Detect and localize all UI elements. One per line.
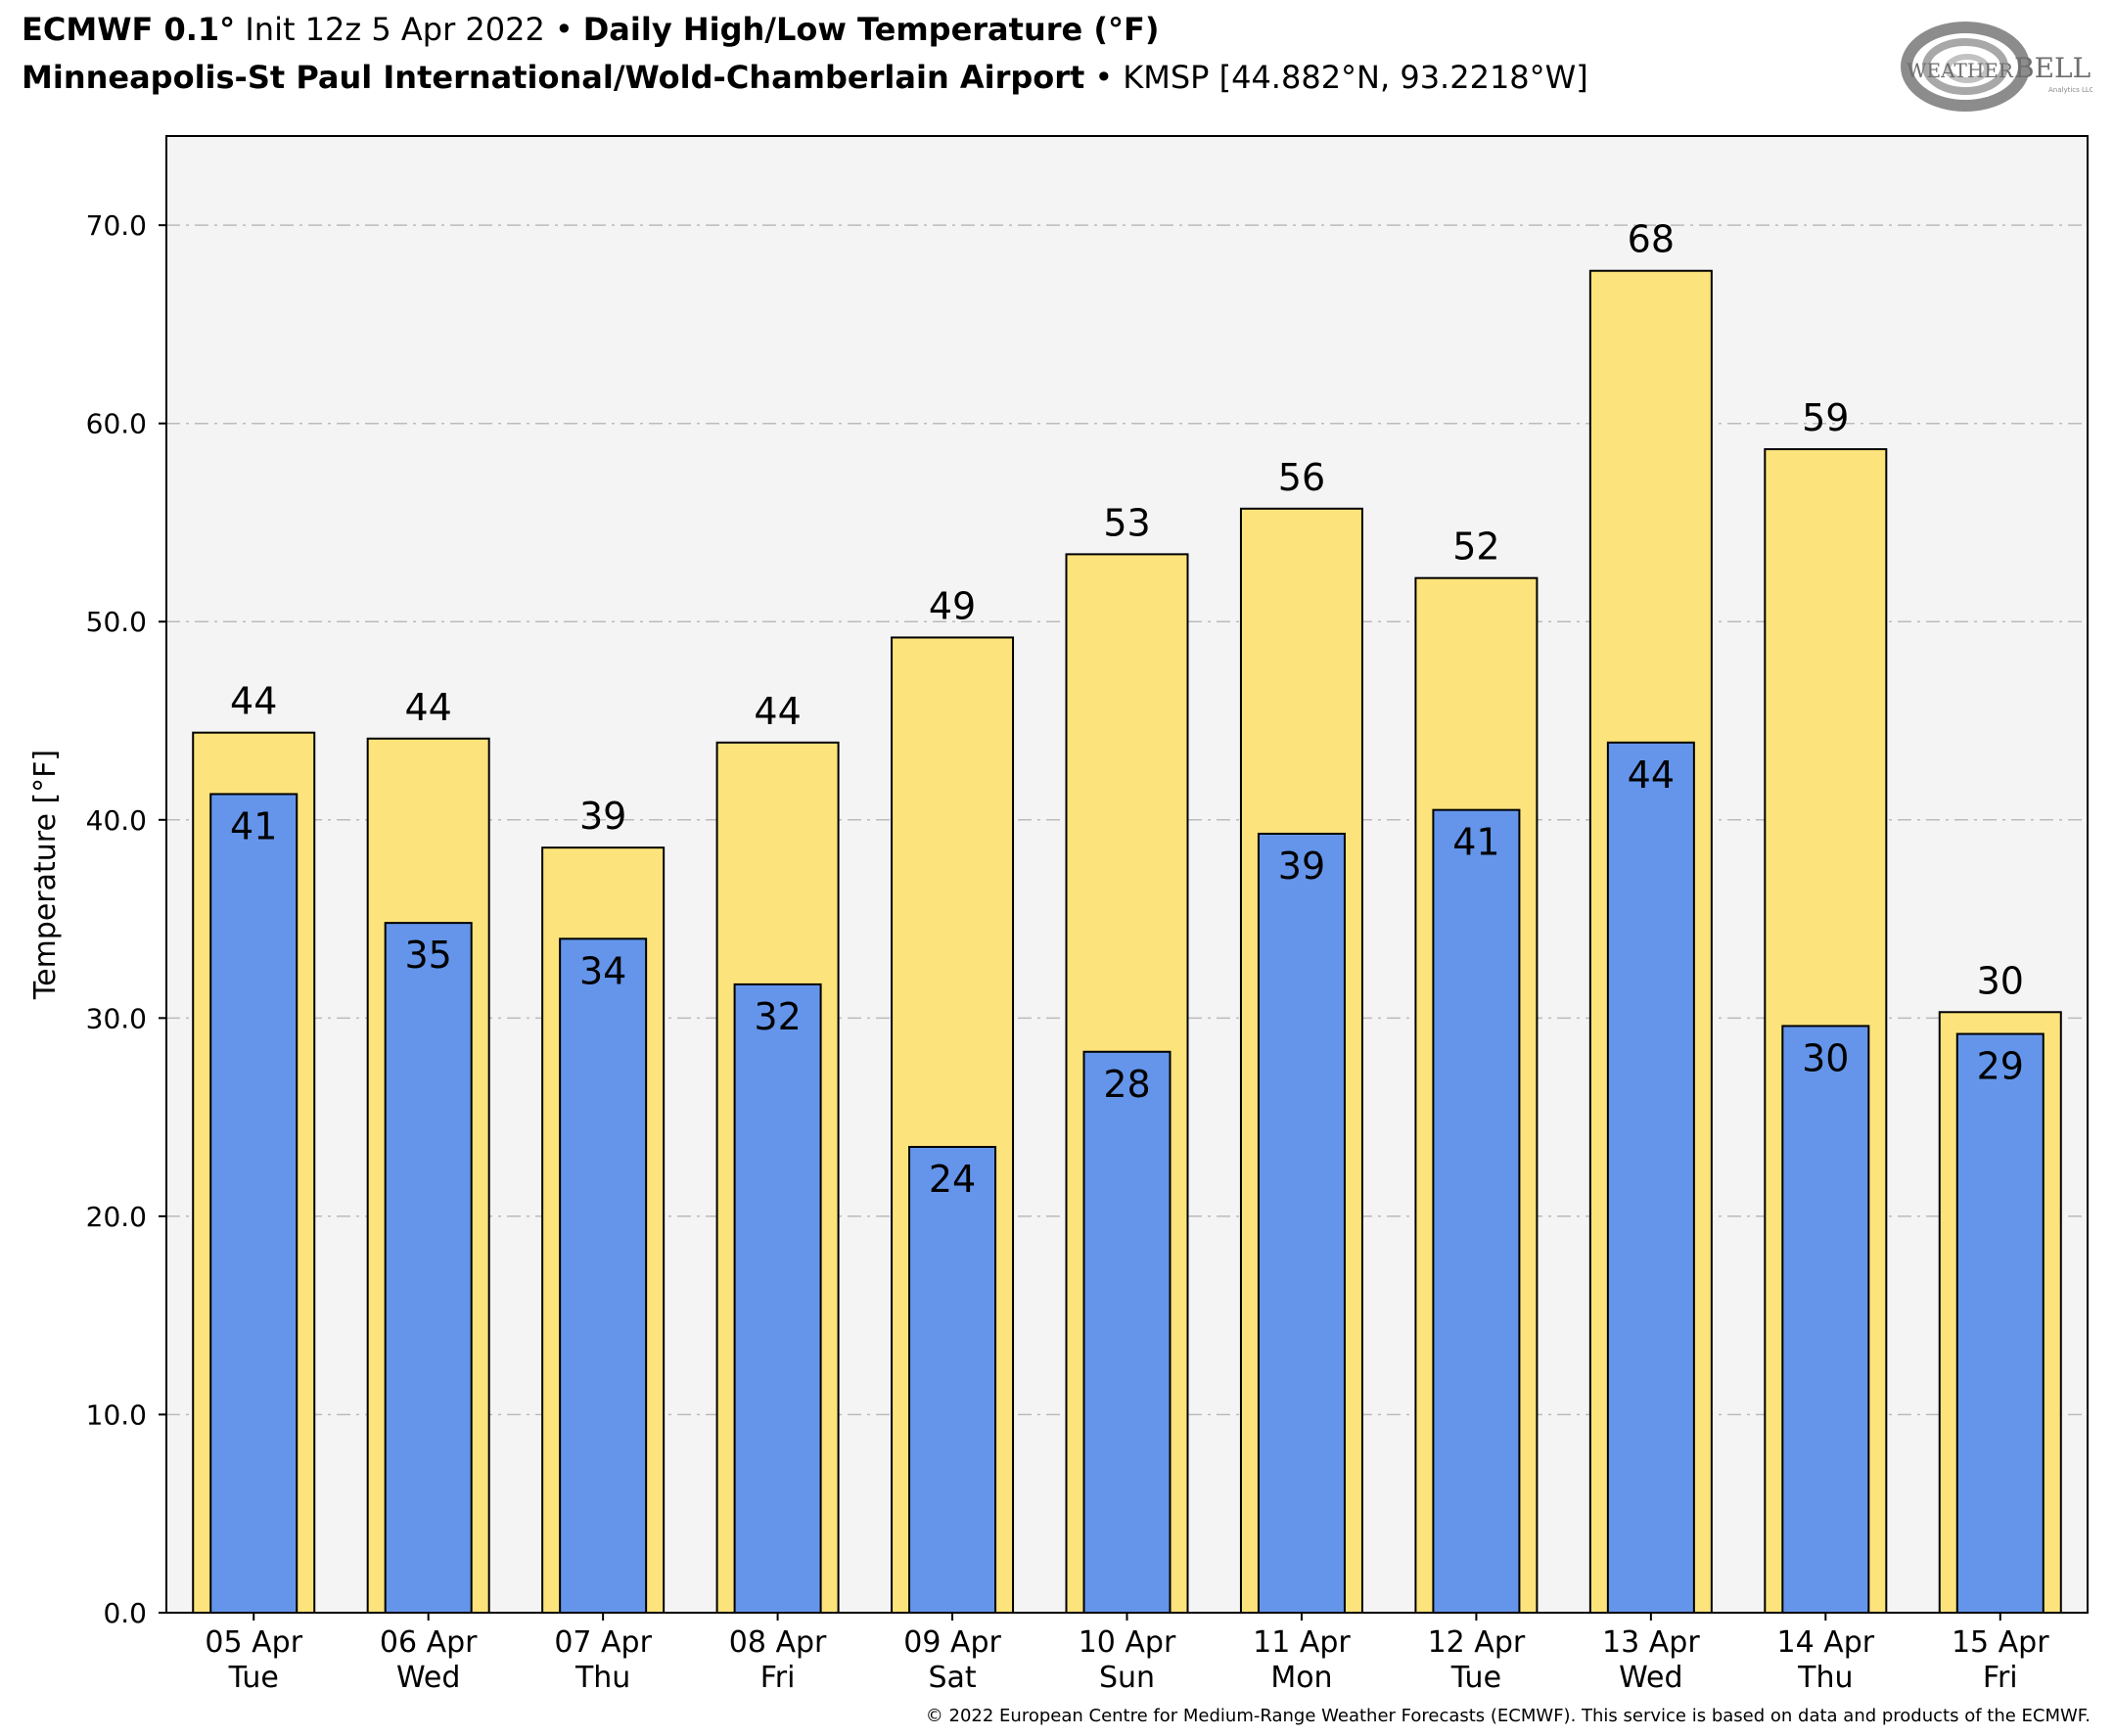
low-temp-bar [1257, 832, 1346, 1614]
low-temp-bar [1082, 1050, 1172, 1615]
y-tick-label: 30.0 [86, 1002, 147, 1034]
x-tick-label-weekday: Fri [1983, 1661, 2018, 1695]
product-name: Daily High/Low Temperature (°F) [582, 11, 1160, 48]
y-tick-label: 60.0 [86, 408, 147, 440]
high-temp-label: 59 [1802, 396, 1849, 439]
y-tick-label: 40.0 [86, 804, 147, 837]
x-tick-label-weekday: Tue [228, 1661, 279, 1695]
station-line: Minneapolis-St Paul International/Wold-C… [22, 58, 1588, 97]
plot-frame [165, 135, 2089, 1614]
low-temp-label: 29 [1977, 1045, 2024, 1088]
model-name: ECMWF 0.1° [22, 11, 236, 48]
y-tick-label: 50.0 [86, 606, 147, 638]
logo-sub-text: Analytics LLC [2048, 86, 2092, 94]
low-temp-label: 41 [230, 804, 277, 847]
low-temp-bar [733, 982, 822, 1614]
low-temp-bar [1781, 1025, 1870, 1615]
low-temp-bar [559, 937, 648, 1614]
x-tick-label-date: 09 Apr [903, 1625, 1001, 1660]
init-time: Init 12z 5 Apr 2022 [245, 11, 545, 48]
low-temp-label: 32 [754, 995, 801, 1038]
x-tick-label-date: 13 Apr [1602, 1625, 1700, 1660]
low-temp-bar [1955, 1032, 2045, 1614]
logo-text-left: WEATHER [1907, 59, 2014, 82]
high-temp-label: 44 [405, 686, 452, 729]
y-tick-label: 20.0 [86, 1201, 147, 1233]
low-temp-label: 24 [929, 1158, 976, 1201]
high-temp-label: 30 [1977, 959, 2024, 1002]
high-temp-label: 53 [1103, 501, 1150, 544]
y-axis-title: Temperature [°F] [28, 750, 63, 1000]
x-tick-label-date: 06 Apr [380, 1625, 478, 1660]
x-tick-label-date: 07 Apr [554, 1625, 652, 1660]
low-temp-label: 41 [1452, 821, 1499, 864]
low-temp-bar [384, 922, 473, 1614]
station-bullet: • [1094, 59, 1114, 96]
y-axis: 0.0 10.0 20.0 30.0 40.0 50.0 60.0 70.0 [86, 209, 166, 1629]
low-temp-bar [1606, 741, 1695, 1614]
title-bullet: • [554, 11, 574, 48]
high-temp-label: 49 [929, 584, 976, 627]
y-tick-label: 70.0 [86, 209, 147, 242]
x-tick-label-weekday: Tue [1450, 1661, 1501, 1695]
low-temp-label: 30 [1802, 1036, 1849, 1079]
y-tick-label: 0.0 [103, 1597, 147, 1629]
high-temp-label: 44 [230, 680, 277, 723]
x-tick-label-weekday: Sun [1099, 1661, 1155, 1695]
x-tick-label-date: 14 Apr [1777, 1625, 1875, 1660]
high-temp-label: 39 [579, 795, 626, 838]
high-temp-label: 44 [754, 690, 801, 733]
x-tick-label-weekday: Fri [760, 1661, 796, 1695]
low-temp-bar [908, 1146, 997, 1614]
x-tick-label-date: 15 Apr [1952, 1625, 2049, 1660]
low-temp-label: 44 [1628, 754, 1675, 797]
high-temp-label: 52 [1452, 525, 1499, 569]
x-tick-label-date: 12 Apr [1428, 1625, 1526, 1660]
x-tick-label-weekday: Wed [396, 1661, 460, 1695]
copyright-notice: © 2022 European Centre for Medium-Range … [925, 1706, 2091, 1726]
low-temp-label: 39 [1278, 845, 1325, 888]
x-tick-label-date: 10 Apr [1079, 1625, 1176, 1660]
low-temp-label: 28 [1103, 1063, 1150, 1106]
chart-title-line: ECMWF 0.1° Init 12z 5 Apr 2022 • Daily Hig… [22, 10, 1159, 49]
x-tick-label-weekday: Sat [928, 1661, 976, 1695]
bar-value-labels: 44 41 44 35 39 34 44 32 49 24 53 28 56 39 52 41 68 44 59 30… [230, 218, 2024, 1201]
low-temp-label: 35 [405, 934, 452, 977]
x-tick-label-weekday: Mon [1270, 1661, 1332, 1695]
x-tick-label-weekday: Thu [574, 1661, 630, 1695]
x-tick-label-weekday: Thu [1797, 1661, 1853, 1695]
high-temp-label: 68 [1628, 218, 1675, 261]
x-tick-label-date: 05 Apr [205, 1625, 302, 1660]
x-tick-label-weekday: Wed [1619, 1661, 1682, 1695]
low-temp-bar [1432, 808, 1521, 1614]
station-id: KMSP [44.882°N, 93.2218°W] [1123, 59, 1588, 96]
high-temp-label: 56 [1278, 456, 1325, 499]
low-temp-bar [209, 793, 299, 1614]
x-tick-label-date: 08 Apr [729, 1625, 827, 1660]
logo-text-right: BELL [2014, 52, 2091, 84]
weatherbell-logo: WEATHER BELL Analytics LLC [1901, 22, 2092, 112]
station-name: Minneapolis-St Paul International/Wold-C… [22, 59, 1085, 96]
x-tick-label-date: 11 Apr [1253, 1625, 1351, 1660]
bars [192, 269, 2062, 1615]
y-tick-label: 10.0 [86, 1398, 147, 1431]
low-temp-label: 34 [579, 949, 626, 992]
